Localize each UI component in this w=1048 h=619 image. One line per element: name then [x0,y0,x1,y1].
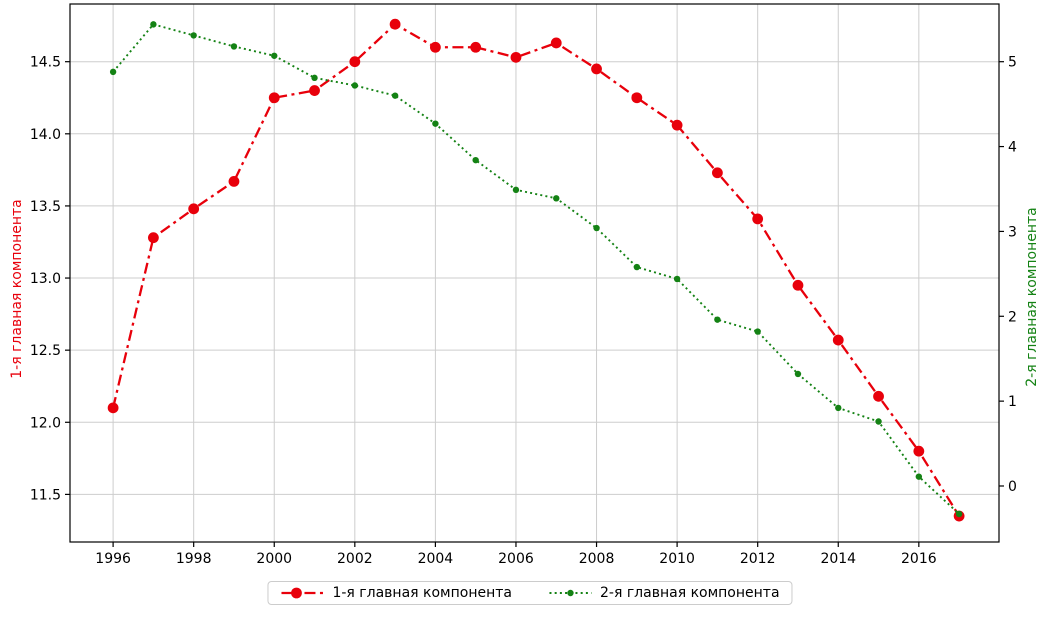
svg-text:13.0: 13.0 [30,271,61,287]
svg-text:11.5: 11.5 [30,487,61,503]
left-axis-ticks: 11.5 12.0 12.5 13.0 13.5 14.0 14.5 [30,55,70,503]
svg-text:2000: 2000 [256,551,292,567]
plot-border [69,3,1000,543]
pc2-dotted-line-icon [549,589,591,597]
x-axis-ticks: 1996 1998 2000 2002 2004 2006 2008 2010 2012 2014… [95,542,937,567]
svg-text:1: 1 [1008,394,1017,410]
y-axis-label-right: 2-я главная компонента [1024,207,1040,387]
legend-item-pc2: 2-я главная компонента [548,585,780,601]
legend-item-pc1: 1-я главная компонента [280,585,512,601]
series-markers [107,18,965,522]
svg-text:2004: 2004 [418,551,454,567]
legend-label-pc2: 2-я главная компонента [600,585,780,601]
series-pc2 [109,21,963,518]
series-line [112,23,960,515]
series-line [111,22,961,517]
right-axis-ticks: 0 1 2 3 4 5 [999,55,1017,495]
svg-text:2008: 2008 [579,551,615,567]
svg-text:14.5: 14.5 [30,55,61,71]
svg-text:0: 0 [1008,479,1017,495]
svg-text:2002: 2002 [337,551,373,567]
svg-text:2014: 2014 [820,551,856,567]
svg-text:2012: 2012 [740,551,776,567]
svg-text:1996: 1996 [95,551,131,567]
series-markers [109,21,963,518]
svg-text:2010: 2010 [659,551,695,567]
svg-text:14.0: 14.0 [30,127,61,143]
svg-text:1998: 1998 [176,551,212,567]
svg-text:2006: 2006 [498,551,534,567]
gridlines [70,4,999,542]
svg-text:12.5: 12.5 [30,343,61,359]
svg-text:4: 4 [1008,140,1017,156]
series-pc1 [107,18,965,522]
svg-text:13.5: 13.5 [30,199,61,215]
legend-label-pc1: 1-я главная компонента [332,585,512,601]
svg-text:5: 5 [1008,55,1017,71]
legend: 1-я главная компонента 2-я главная компо… [267,581,793,605]
svg-text:2: 2 [1008,309,1017,325]
svg-text:12.0: 12.0 [30,415,61,431]
y-axis-label-left: 1-я главная компонента [9,199,25,379]
svg-text:2016: 2016 [901,551,937,567]
pc1-dashdot-line-icon [281,587,324,599]
svg-text:3: 3 [1008,224,1017,240]
